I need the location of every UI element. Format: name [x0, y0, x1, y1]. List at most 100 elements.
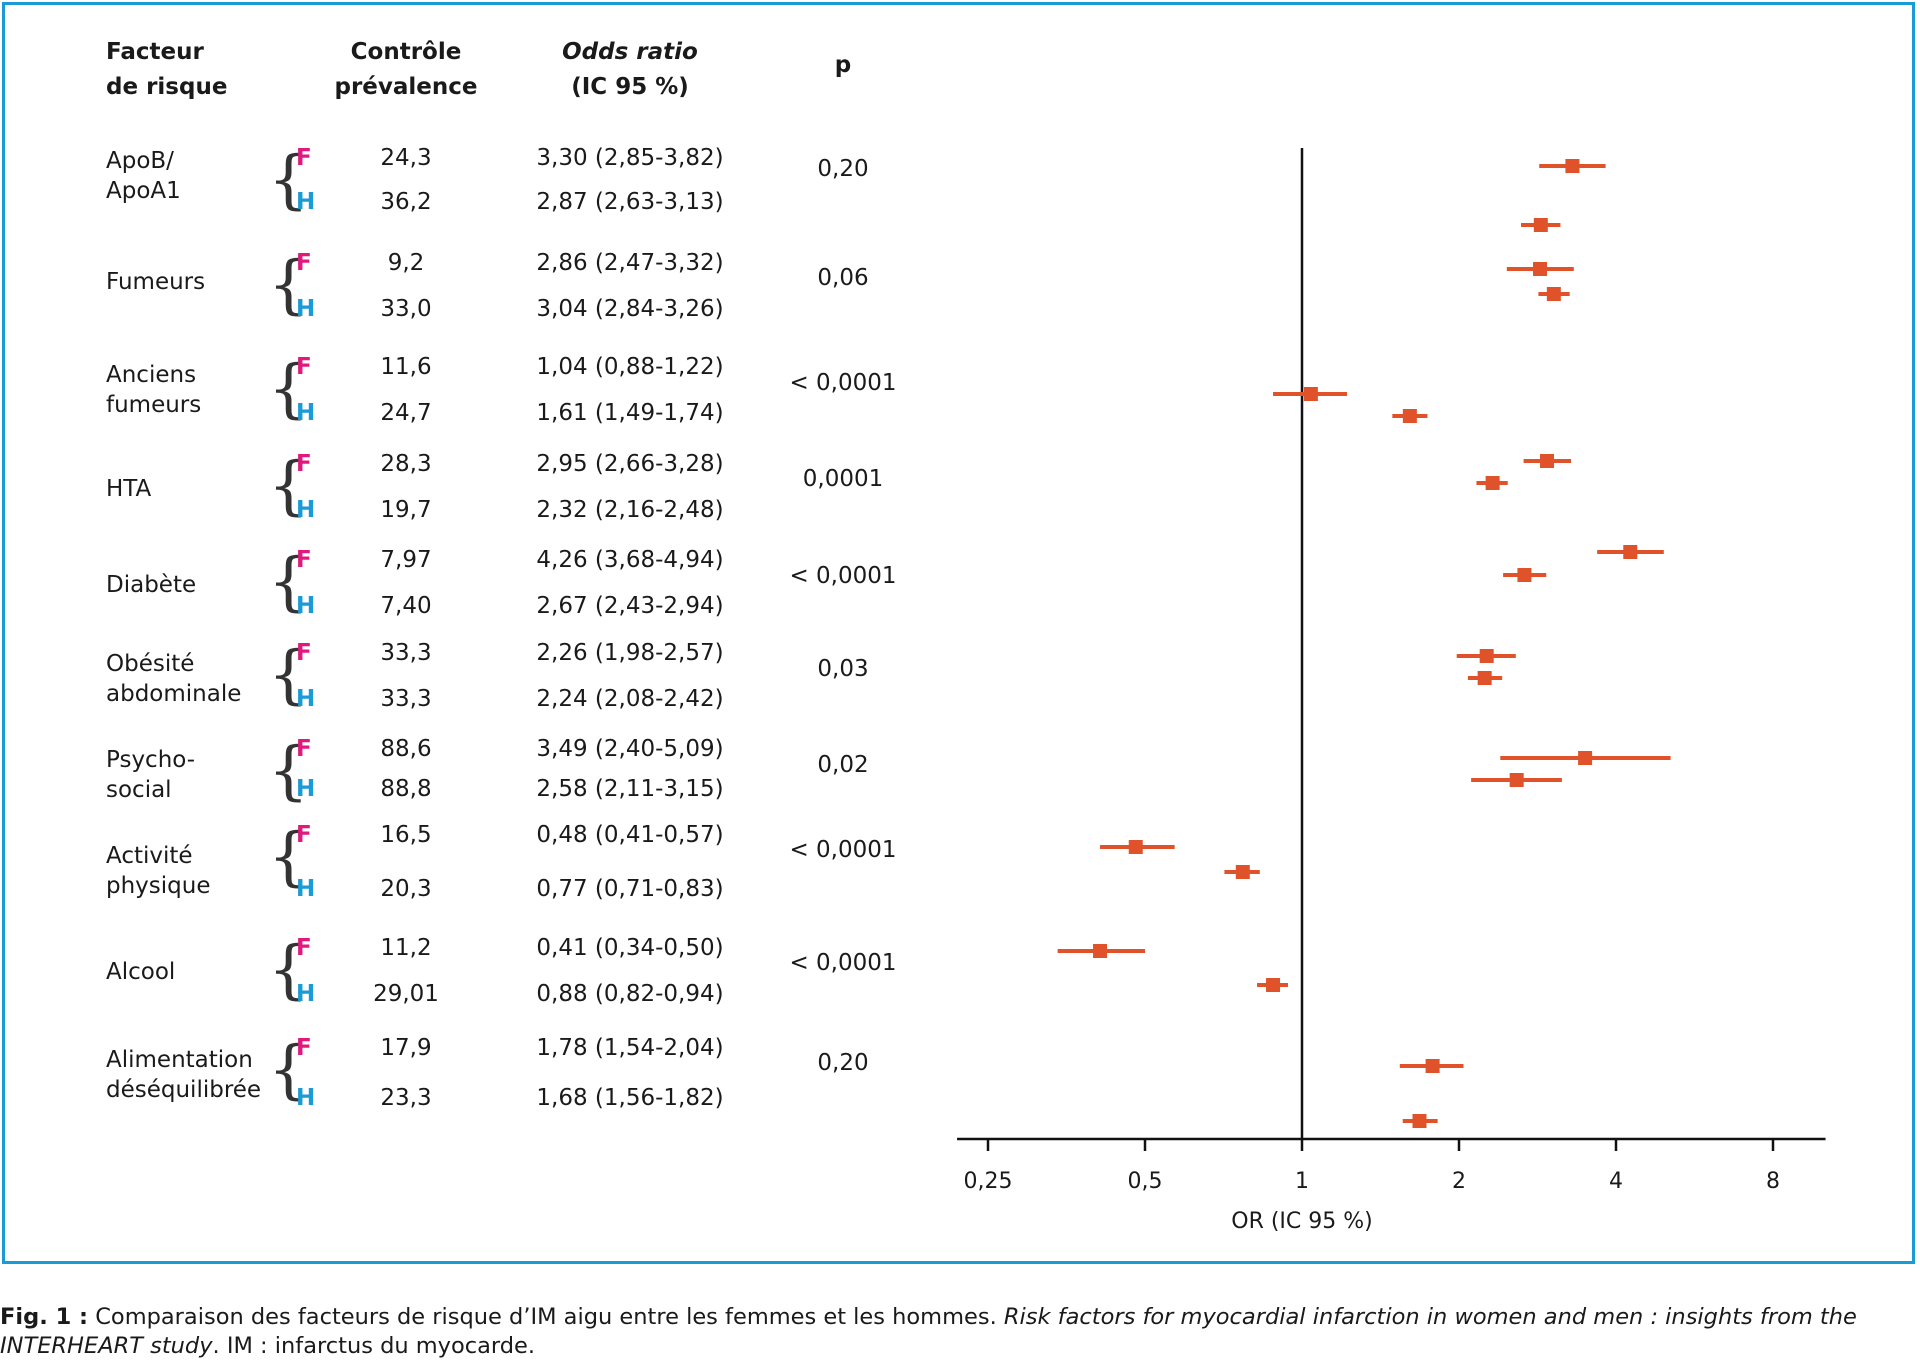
odds-ratio-value: 3,04 (2,84-3,26)	[536, 296, 724, 322]
prevalence-value: 19,7	[380, 497, 432, 523]
or-marker	[1540, 454, 1555, 468]
factor-label-line: ApoB/	[106, 148, 174, 174]
factor-label-line: déséquilibrée	[106, 1077, 262, 1103]
factor-label: Alcool	[106, 957, 175, 987]
prevalence-value: 28,3	[380, 451, 432, 477]
header-odds-ratio-line2: (IC 95 %)	[571, 74, 689, 100]
or-marker	[1578, 751, 1593, 765]
p-value: < 0,0001	[789, 837, 897, 863]
or-marker	[1093, 944, 1108, 958]
sex-label-f: F	[296, 736, 312, 762]
or-marker	[1425, 1059, 1440, 1073]
sex-label-h: H	[296, 497, 316, 523]
factor-label-line: Diabète	[106, 572, 197, 598]
prevalence-value: 7,40	[380, 593, 432, 619]
odds-ratio-value: 1,61 (1,49-1,74)	[536, 400, 724, 426]
x-tick-label: 4	[1609, 1169, 1623, 1194]
prevalence-value: 20,3	[380, 876, 432, 902]
header-prevalence-line2: prévalence	[334, 74, 478, 100]
prevalence-value: 11,2	[380, 935, 432, 961]
forest-plot: 0,25 0,5 1 2 4 8 OR (IC 95 %)	[957, 148, 1826, 1234]
factor-label: Obésité abdominale	[106, 649, 241, 709]
p-value: 0,03	[817, 656, 869, 682]
or-marker	[1235, 865, 1250, 879]
factor-label: Psycho-social	[106, 745, 195, 805]
prevalence-value: 36,2	[380, 189, 432, 215]
prevalence-value: 23,3	[380, 1085, 432, 1111]
figure-frame	[2, 2, 1915, 1264]
or-marker	[1565, 159, 1580, 173]
or-marker	[1303, 387, 1318, 401]
prevalence-value: 24,7	[380, 400, 432, 426]
prevalence-value: 88,8	[380, 776, 432, 802]
odds-ratio-value: 0,48 (0,41-0,57)	[536, 822, 724, 848]
factor-label: HTA	[106, 474, 151, 504]
sex-label-h: H	[296, 296, 316, 322]
header-factor-line2: de risque	[106, 74, 228, 100]
p-value: < 0,0001	[789, 950, 897, 976]
sex-label-h: H	[296, 686, 316, 712]
factor-label: Diabète	[106, 570, 196, 600]
sex-label-f: F	[296, 1035, 312, 1061]
or-marker	[1485, 476, 1500, 490]
or-marker	[1623, 545, 1638, 559]
factor-label: Fumeurs	[106, 267, 205, 297]
sex-label-f: F	[296, 451, 312, 477]
prevalence-value: 33,3	[380, 686, 432, 712]
odds-ratio-value: 1,68 (1,56-1,82)	[536, 1085, 724, 1111]
factor-label-line: Obésité	[106, 651, 195, 677]
odds-ratio-value: 1,78 (1,54-2,04)	[536, 1035, 724, 1061]
prevalence-value: 17,9	[380, 1035, 432, 1061]
header-odds-ratio: Odds ratio (IC 95 %)	[520, 35, 740, 105]
prevalence-value: 24,3	[380, 145, 432, 171]
factor-label: Anciens fumeurs	[106, 360, 201, 420]
p-value: 0,20	[817, 156, 869, 182]
p-value: 0,06	[817, 265, 869, 291]
odds-ratio-value: 2,26 (1,98-2,57)	[536, 640, 724, 666]
odds-ratio-value: 1,04 (0,88-1,22)	[536, 354, 724, 380]
prevalence-value: 9,2	[387, 250, 425, 276]
x-tick-label: 8	[1766, 1169, 1780, 1194]
factor-label: Activité physique	[106, 841, 211, 901]
header-prevalence: Contrôle prévalence	[326, 35, 486, 105]
or-marker	[1509, 773, 1524, 787]
sex-label-f: F	[296, 822, 312, 848]
sex-label-f: F	[296, 145, 312, 171]
factor-label-line: social	[106, 777, 172, 803]
odds-ratio-value: 0,77 (0,71-0,83)	[536, 876, 724, 902]
prevalence-value: 29,01	[373, 981, 439, 1007]
brace-icon: {	[268, 820, 309, 894]
brace-icon: {	[268, 1033, 309, 1107]
factor-label-line: fumeurs	[106, 392, 202, 418]
sex-label-h: H	[296, 981, 316, 1007]
or-marker	[1477, 671, 1492, 685]
sex-label-f: F	[296, 640, 312, 666]
header-prevalence-line1: Contrôle	[350, 39, 462, 65]
sex-label-h: H	[296, 400, 316, 426]
odds-ratio-value: 0,88 (0,82-0,94)	[536, 981, 724, 1007]
caption-text: Comparaison des facteurs de risque d’IM …	[88, 1304, 1004, 1330]
factor-label-line: Anciens	[106, 362, 197, 388]
x-tick-label: 0,5	[1128, 1169, 1163, 1194]
sex-label-h: H	[296, 1085, 316, 1111]
header-factor: Facteur de risque	[106, 35, 227, 105]
factor-label-line: Activité	[106, 843, 193, 869]
sex-label-f: F	[296, 547, 312, 573]
or-marker	[1412, 1114, 1427, 1128]
p-value: 0,02	[817, 752, 869, 778]
factor-label-line: Alcool	[106, 959, 176, 985]
odds-ratio-value: 2,67 (2,43-2,94)	[536, 593, 724, 619]
odds-ratio-value: 2,86 (2,47-3,32)	[536, 250, 724, 276]
sex-label-f: F	[296, 354, 312, 380]
or-marker	[1533, 218, 1548, 232]
odds-ratio-value: 3,30 (2,85-3,82)	[536, 145, 724, 171]
or-marker	[1128, 840, 1143, 854]
sex-label-f: F	[296, 935, 312, 961]
odds-ratio-value: 0,41 (0,34-0,50)	[536, 935, 724, 961]
sex-label-h: H	[296, 776, 316, 802]
prevalence-value: 16,5	[380, 822, 432, 848]
factor-label-line: HTA	[106, 476, 152, 502]
factor-label-line: abdominale	[106, 681, 242, 707]
x-tick-label: 1	[1295, 1169, 1309, 1194]
factor-label: Alimentation déséquilibrée	[106, 1045, 261, 1105]
